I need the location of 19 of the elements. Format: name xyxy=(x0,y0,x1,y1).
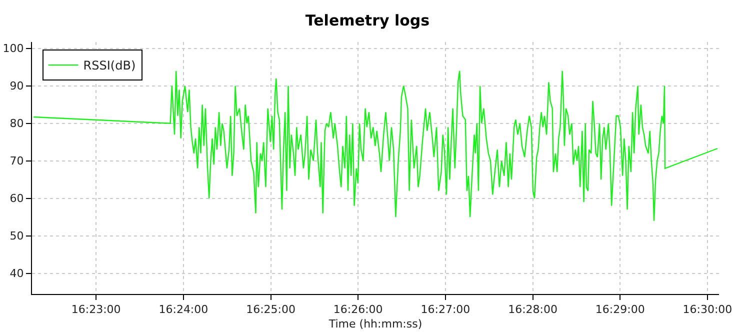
y-tick-label: 100 xyxy=(2,42,24,56)
y-tick-label: 50 xyxy=(10,230,24,243)
x-tick-label: 16:29:00 xyxy=(595,303,645,316)
y-tick-label: 90 xyxy=(10,80,24,93)
x-tick-label: 16:26:00 xyxy=(333,303,383,316)
y-tick-label: 80 xyxy=(10,117,24,130)
y-tick-label: 70 xyxy=(10,154,24,168)
x-tick-label: 16:30:00 xyxy=(682,303,732,316)
chart-title: Telemetry logs xyxy=(305,12,430,30)
x-tick-label: 16:28:00 xyxy=(508,303,558,316)
x-axis-title: Time (hh:mm:ss) xyxy=(328,317,422,330)
x-tick-label: 16:23:00 xyxy=(71,303,121,316)
line-series xyxy=(32,70,718,222)
legend-label: RSSI(dB) xyxy=(83,58,136,73)
x-tick-label: 16:25:00 xyxy=(246,303,296,316)
y-tick-label: 60 xyxy=(10,192,24,206)
x-tick-label: 16:24:00 xyxy=(158,303,208,316)
x-tick-label: 16:27:00 xyxy=(420,303,470,316)
y-tick-label: 40 xyxy=(10,267,24,280)
